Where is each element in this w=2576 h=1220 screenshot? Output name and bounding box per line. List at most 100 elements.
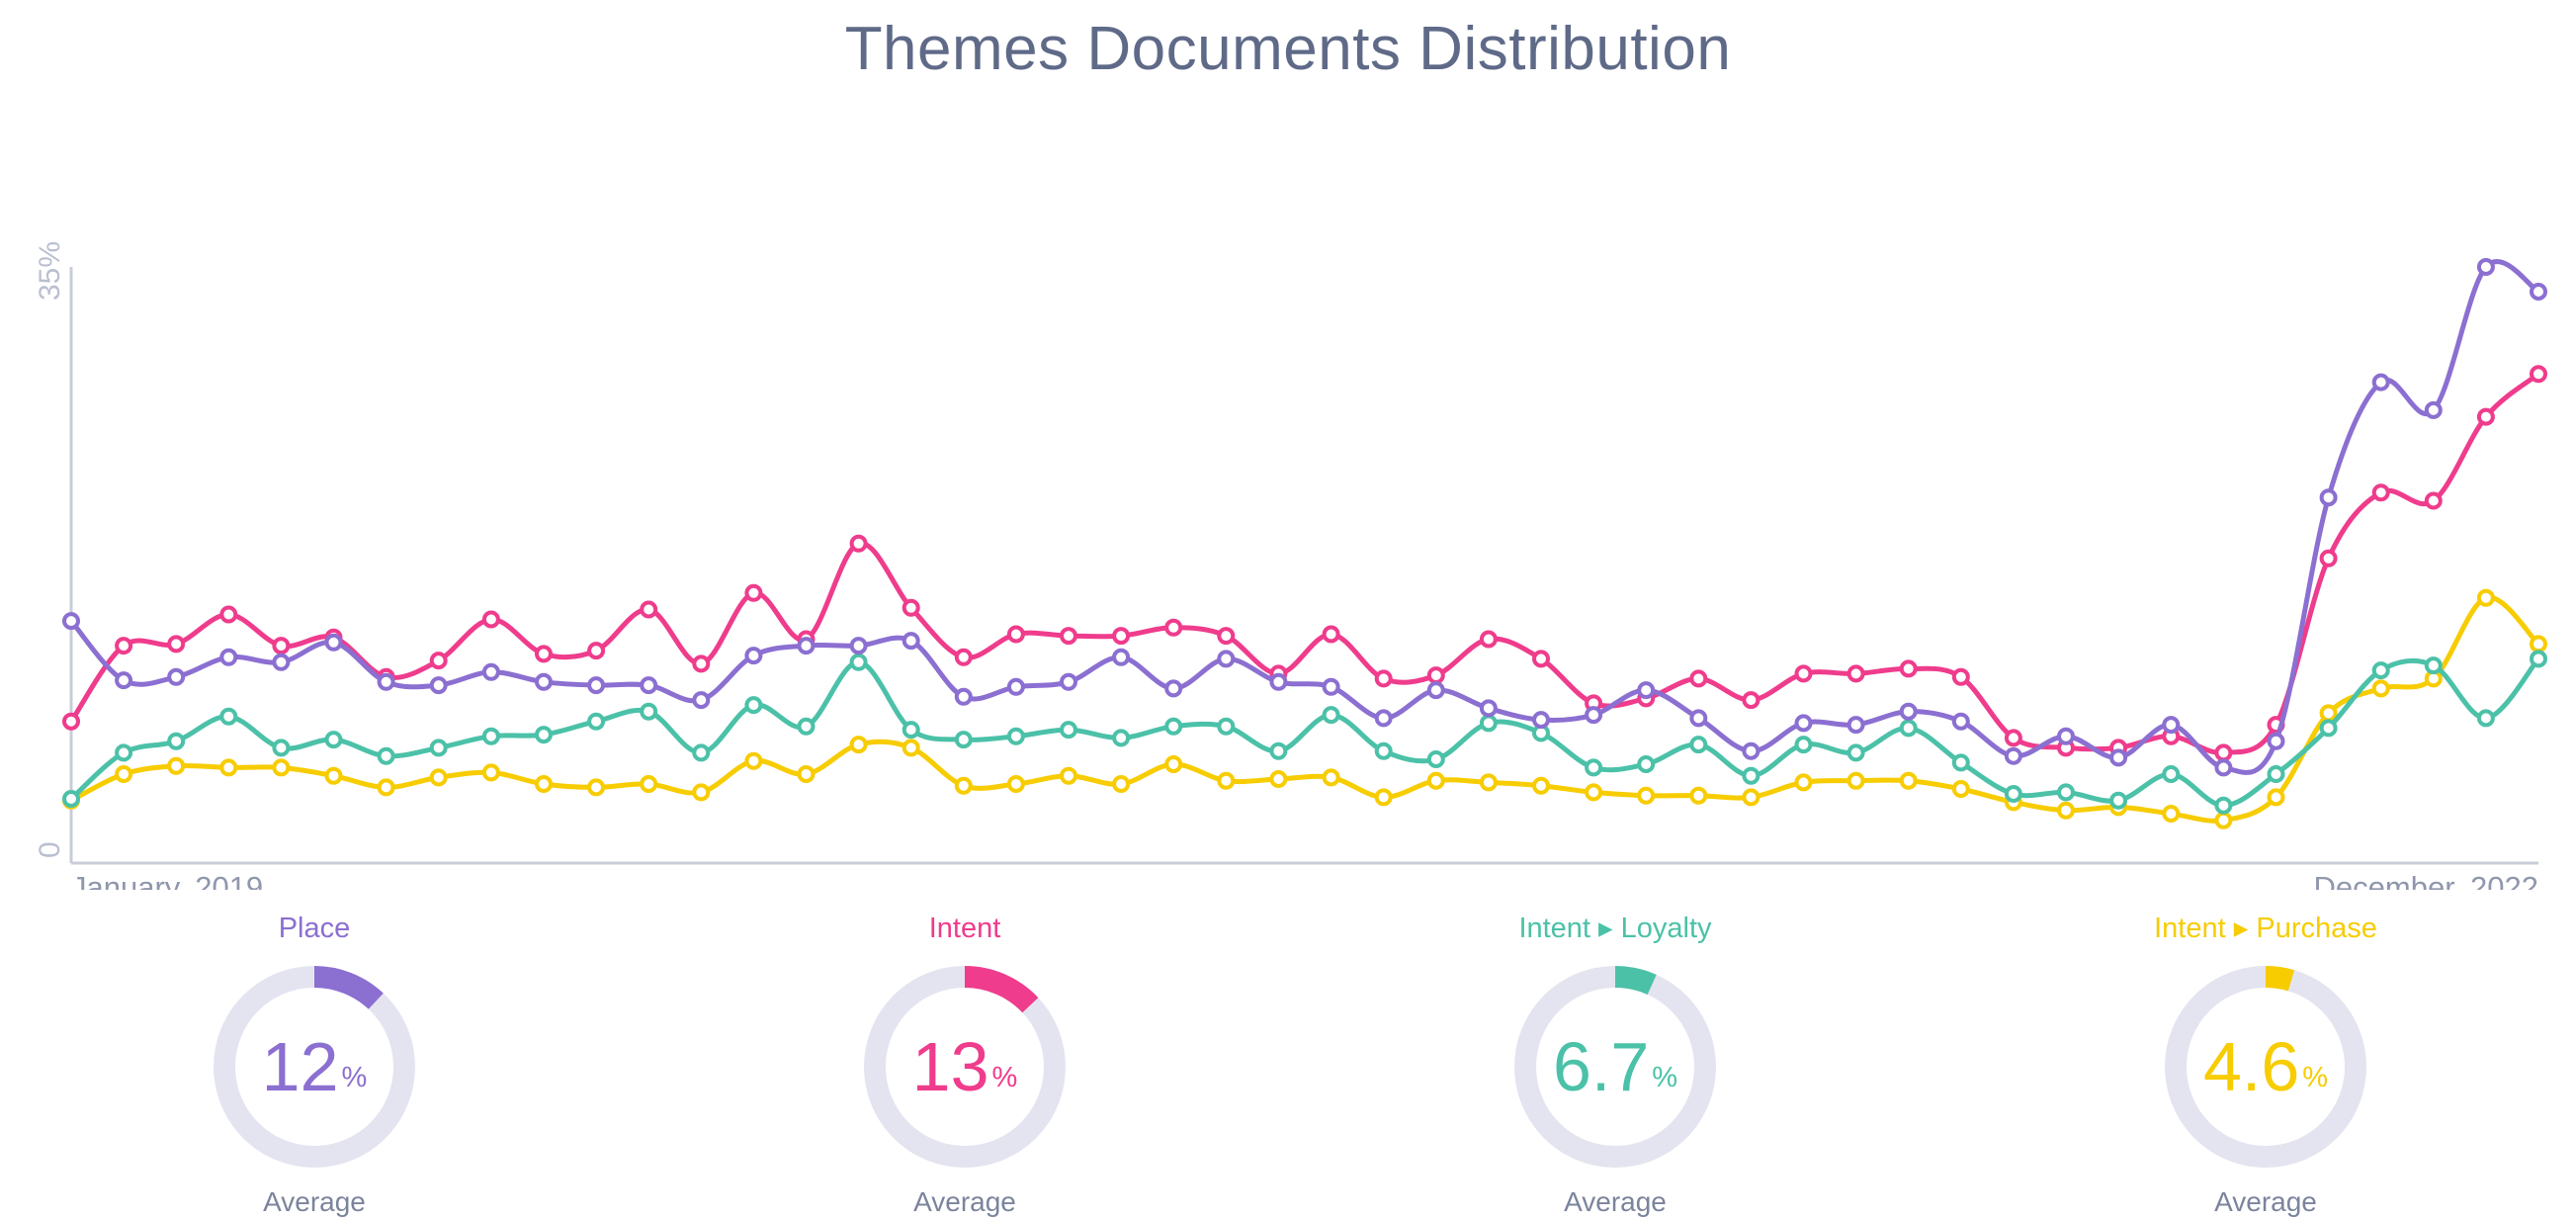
data-point-intent-loyalty[interactable]: [1426, 750, 1445, 768]
data-point-intent[interactable]: [429, 652, 448, 670]
data-point-intent-loyalty[interactable]: [481, 727, 500, 745]
data-point-intent[interactable]: [1846, 664, 1865, 683]
data-point-intent[interactable]: [2004, 729, 2022, 747]
data-point-intent[interactable]: [219, 605, 238, 624]
data-point-intent-loyalty[interactable]: [587, 712, 606, 731]
data-point-place[interactable]: [1585, 706, 1603, 725]
data-point-intent-purchase[interactable]: [1060, 766, 1077, 785]
data-point-intent-purchase[interactable]: [640, 775, 658, 793]
data-point-place[interactable]: [535, 672, 553, 691]
data-point-intent-purchase[interactable]: [902, 739, 920, 757]
data-point-intent-loyalty[interactable]: [115, 743, 133, 762]
data-point-intent[interactable]: [1951, 667, 1970, 686]
data-point-intent[interactable]: [1112, 627, 1131, 646]
data-point-intent-loyalty[interactable]: [2214, 796, 2233, 815]
data-point-intent-purchase[interactable]: [2476, 588, 2495, 607]
data-point-intent-loyalty[interactable]: [2162, 765, 2181, 783]
data-point-intent-purchase[interactable]: [2319, 704, 2338, 723]
data-point-intent-purchase[interactable]: [2214, 811, 2233, 829]
data-point-place[interactable]: [324, 633, 343, 652]
data-point-place[interactable]: [1689, 709, 1708, 728]
data-point-place[interactable]: [2057, 727, 2075, 745]
data-point-place[interactable]: [1060, 672, 1077, 691]
data-point-place[interactable]: [429, 676, 448, 695]
data-point-place[interactable]: [2109, 748, 2128, 767]
data-point-intent[interactable]: [2530, 365, 2547, 384]
data-point-intent[interactable]: [902, 598, 920, 617]
data-point-intent-loyalty[interactable]: [1269, 741, 1288, 760]
data-point-place[interactable]: [2476, 258, 2495, 276]
data-point-place[interactable]: [1846, 716, 1865, 735]
data-point-intent[interactable]: [62, 712, 80, 731]
data-point-intent-loyalty[interactable]: [954, 731, 973, 749]
data-point-place[interactable]: [1899, 702, 1918, 721]
data-point-place[interactable]: [2424, 400, 2443, 419]
data-point-intent-loyalty[interactable]: [1794, 736, 1813, 754]
data-point-intent-loyalty[interactable]: [1322, 706, 1340, 725]
data-point-intent-purchase[interactable]: [272, 758, 291, 777]
data-point-place[interactable]: [219, 648, 238, 666]
data-point-intent-loyalty[interactable]: [1060, 721, 1077, 740]
data-point-place[interactable]: [692, 691, 711, 710]
data-point-intent[interactable]: [2371, 483, 2390, 502]
data-point-place[interactable]: [902, 632, 920, 651]
data-point-intent-loyalty[interactable]: [1164, 717, 1183, 736]
data-point-intent-purchase[interactable]: [1846, 771, 1865, 790]
data-point-intent[interactable]: [1217, 627, 1236, 646]
data-point-intent-purchase[interactable]: [1742, 788, 1760, 807]
data-point-intent-loyalty[interactable]: [272, 739, 291, 757]
data-point-intent-purchase[interactable]: [1426, 771, 1445, 790]
data-point-intent-purchase[interactable]: [2162, 805, 2181, 823]
data-point-intent-loyalty[interactable]: [1006, 727, 1025, 745]
data-point-place[interactable]: [2530, 283, 2547, 301]
data-point-place[interactable]: [2371, 373, 2390, 392]
data-point-intent[interactable]: [587, 642, 606, 660]
data-point-intent-purchase[interactable]: [429, 768, 448, 787]
data-point-intent-purchase[interactable]: [1217, 771, 1236, 790]
data-point-intent-loyalty[interactable]: [1951, 753, 1970, 772]
data-point-intent[interactable]: [167, 635, 186, 654]
data-point-intent-loyalty[interactable]: [2057, 783, 2075, 802]
data-point-intent-loyalty[interactable]: [1479, 714, 1498, 733]
data-point-place[interactable]: [167, 667, 186, 686]
data-point-intent-loyalty[interactable]: [219, 707, 238, 726]
data-point-intent-loyalty[interactable]: [1374, 741, 1393, 760]
data-point-place[interactable]: [587, 676, 606, 695]
data-point-intent-purchase[interactable]: [1689, 786, 1708, 805]
data-point-intent-purchase[interactable]: [167, 756, 186, 775]
data-point-intent-purchase[interactable]: [1532, 776, 1550, 795]
data-point-place[interactable]: [849, 637, 868, 655]
data-point-intent-purchase[interactable]: [1951, 780, 1970, 798]
data-point-place[interactable]: [115, 671, 133, 690]
data-point-intent-purchase[interactable]: [1112, 775, 1131, 793]
data-point-intent-loyalty[interactable]: [640, 702, 658, 721]
data-point-intent-loyalty[interactable]: [1846, 743, 1865, 762]
data-point-intent-loyalty[interactable]: [1112, 729, 1131, 747]
data-point-intent[interactable]: [1689, 669, 1708, 688]
data-point-intent-loyalty[interactable]: [2004, 785, 2022, 803]
data-point-intent-loyalty[interactable]: [1585, 758, 1603, 777]
data-point-intent[interactable]: [744, 583, 763, 602]
data-point-intent-purchase[interactable]: [954, 776, 973, 795]
data-point-place[interactable]: [1006, 677, 1025, 696]
data-point-intent[interactable]: [535, 645, 553, 663]
data-point-place[interactable]: [1532, 711, 1550, 730]
data-point-place[interactable]: [1951, 712, 1970, 731]
data-point-intent[interactable]: [1899, 659, 1918, 678]
data-point-intent-purchase[interactable]: [2371, 679, 2390, 698]
data-point-place[interactable]: [2319, 488, 2338, 507]
data-point-place[interactable]: [1322, 677, 1340, 696]
data-point-intent[interactable]: [2424, 491, 2443, 510]
data-point-intent-loyalty[interactable]: [692, 743, 711, 762]
data-point-intent[interactable]: [1479, 630, 1498, 649]
data-point-intent-purchase[interactable]: [535, 775, 553, 793]
data-point-intent-loyalty[interactable]: [2371, 661, 2390, 680]
data-point-intent[interactable]: [1006, 625, 1025, 644]
data-point-intent-purchase[interactable]: [1006, 775, 1025, 793]
data-point-place[interactable]: [2267, 732, 2285, 750]
data-point-place[interactable]: [272, 653, 291, 671]
data-point-intent[interactable]: [2319, 549, 2338, 567]
data-point-intent[interactable]: [481, 610, 500, 629]
data-point-intent-purchase[interactable]: [219, 758, 238, 777]
data-point-intent-loyalty[interactable]: [1899, 719, 1918, 738]
